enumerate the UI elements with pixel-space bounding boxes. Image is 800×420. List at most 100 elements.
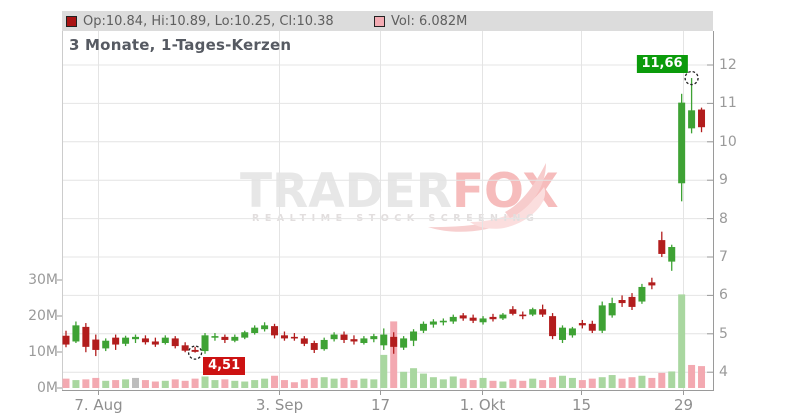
- volume-bar: [380, 354, 388, 388]
- candle-body-down: [469, 317, 477, 321]
- candle-body-down: [648, 282, 656, 286]
- candle-body-down: [92, 339, 100, 350]
- candle-body-up: [678, 102, 686, 184]
- candle-body-up: [231, 336, 239, 341]
- volume-bar: [300, 379, 308, 388]
- volume-bar: [171, 379, 179, 388]
- volume-bar: [191, 378, 199, 388]
- volume-bar: [330, 378, 338, 388]
- candle-body-up: [261, 325, 269, 330]
- volume-bar: [439, 379, 447, 388]
- volume-bar: [290, 382, 298, 388]
- candle-body-down: [459, 315, 467, 319]
- volume-bar: [678, 294, 686, 388]
- watermark-trader-text: TRADER: [240, 164, 452, 219]
- volume-bar: [310, 377, 318, 388]
- volume-bar: [370, 379, 378, 388]
- candle-body-up: [499, 314, 507, 319]
- candle-body-down: [181, 345, 189, 351]
- volume-bar: [608, 375, 616, 388]
- volume-bar: [479, 377, 487, 388]
- candle-body-up: [241, 332, 249, 338]
- volume-bar: [251, 380, 259, 388]
- volume-bar: [122, 379, 130, 388]
- candle-body-down: [62, 335, 70, 345]
- volume-bar: [638, 375, 646, 388]
- candle-body-down: [300, 338, 308, 344]
- volume-bar: [221, 379, 229, 388]
- volume-bar: [628, 377, 636, 388]
- volume-bar: [141, 380, 149, 388]
- candle-body-up: [419, 323, 427, 331]
- candle-body-up: [360, 338, 368, 344]
- volume-bar: [658, 372, 666, 388]
- volume-bar: [410, 368, 418, 388]
- volume-bar: [151, 381, 159, 388]
- candle-body-up: [201, 335, 209, 352]
- candle-body-down: [698, 109, 706, 128]
- volume-bar: [459, 378, 467, 388]
- volume-bar: [360, 378, 368, 388]
- candle-body-down: [628, 296, 636, 307]
- volume-bar: [62, 378, 70, 388]
- candle-body-up: [211, 336, 219, 338]
- volume-bar: [499, 381, 507, 388]
- candle-body-down: [112, 337, 120, 345]
- candle-body-down: [350, 339, 358, 342]
- volume-bar: [469, 380, 477, 388]
- candle-body-up: [72, 325, 80, 342]
- candle-body-down: [549, 316, 557, 337]
- volume-bar: [549, 377, 557, 388]
- volume-bar: [539, 380, 547, 388]
- volume-bar: [588, 378, 596, 388]
- volume-bar: [280, 380, 288, 388]
- candle-body-up: [320, 339, 328, 350]
- volume-bar: [668, 371, 676, 388]
- volume-bar: [390, 321, 398, 388]
- candle-body-down: [489, 316, 497, 320]
- volume-bar: [181, 380, 189, 388]
- candle-body-down: [539, 309, 547, 315]
- candle-body-down: [171, 338, 179, 347]
- volume-bar: [578, 380, 586, 388]
- volume-bar: [340, 377, 348, 388]
- candle-body-up: [370, 336, 378, 340]
- volume-bar: [82, 379, 90, 388]
- candle-body-up: [380, 334, 388, 346]
- candle-body-up: [608, 303, 616, 316]
- volume-bar: [688, 364, 696, 388]
- candle-body-up: [161, 337, 169, 344]
- candle-body-down: [290, 336, 298, 339]
- candle-body-up: [559, 327, 566, 340]
- candle-body-up: [598, 305, 606, 331]
- volume-bar: [568, 377, 576, 388]
- high-marker-circle: [684, 70, 699, 86]
- candle-body-down: [340, 334, 348, 340]
- volume-bar: [648, 377, 656, 388]
- volume-bar: [241, 381, 249, 388]
- candle-body-up: [132, 336, 140, 340]
- volume-bar: [231, 380, 239, 388]
- volume-bar: [112, 380, 120, 388]
- candle-body-up: [529, 309, 537, 315]
- volume-bar: [92, 377, 100, 388]
- volume-bar: [132, 377, 140, 388]
- volume-bar: [72, 380, 80, 388]
- candle-body-up: [439, 320, 447, 323]
- candle-body-up: [251, 327, 259, 334]
- candle-body-up: [102, 340, 110, 349]
- volume-bar: [102, 380, 110, 388]
- candle-body-down: [141, 338, 149, 343]
- candle-body-up: [330, 334, 338, 340]
- candle-body-down: [519, 314, 527, 317]
- low-marker-circle: [187, 345, 203, 360]
- candle-body-up: [410, 331, 418, 341]
- candle-body-down: [191, 349, 199, 352]
- volume-bar: [618, 378, 626, 388]
- candle-body-down: [151, 341, 159, 345]
- candle-body-down: [82, 326, 90, 347]
- volume-bar: [598, 377, 606, 388]
- candle-body-down: [509, 309, 517, 314]
- candle-body-down: [390, 336, 398, 347]
